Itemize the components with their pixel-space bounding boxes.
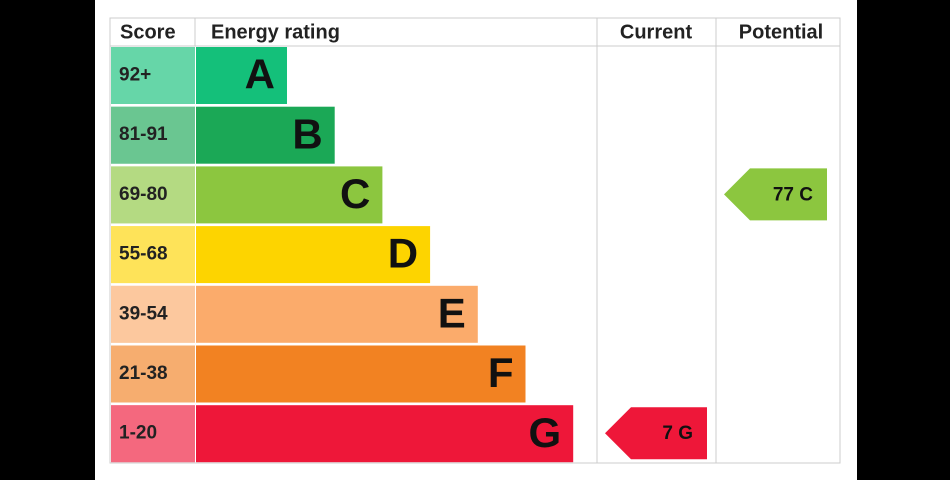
score-label: 55-68 — [119, 244, 168, 265]
score-cell — [111, 47, 195, 104]
score-tint — [111, 226, 195, 284]
score-cell — [111, 285, 195, 343]
score-cell — [111, 106, 195, 164]
header: Current — [620, 21, 693, 43]
score-label: 39-54 — [119, 303, 168, 324]
potential-arrow — [724, 168, 827, 221]
rating-letter: E — [438, 289, 466, 336]
rating-bar — [196, 285, 478, 343]
score-label: 21-38 — [119, 363, 168, 384]
rating-bar — [196, 166, 383, 224]
score-cell — [111, 405, 195, 463]
rating-letter: D — [388, 230, 418, 277]
rating-bar — [196, 226, 431, 284]
current-label: 7 G — [662, 423, 693, 444]
rating-bar — [196, 405, 574, 463]
header: Score — [120, 21, 176, 43]
score-tint — [111, 405, 195, 463]
score-label: 92+ — [119, 65, 151, 86]
score-tint — [111, 47, 195, 104]
rating-letter: F — [488, 349, 514, 396]
score-cell — [111, 166, 195, 224]
rating-letter: A — [245, 51, 275, 98]
rating-letter: G — [529, 409, 562, 456]
header: Energy rating — [211, 21, 340, 43]
score-label: 81-91 — [119, 124, 168, 145]
rating-letter: B — [292, 110, 322, 157]
score-cell — [111, 226, 195, 284]
rating-bar — [196, 47, 287, 104]
header: Potential — [739, 21, 823, 43]
score-tint — [111, 106, 195, 164]
score-tint — [111, 166, 195, 224]
current-arrow — [605, 407, 707, 460]
score-tint — [111, 345, 195, 403]
potential-label: 77 C — [773, 184, 813, 205]
score-label: 69-80 — [119, 184, 168, 205]
score-label: 1-20 — [119, 423, 157, 444]
rating-letter: C — [340, 170, 370, 217]
score-tint — [111, 285, 195, 343]
rating-bar — [196, 106, 335, 164]
rating-bar — [196, 345, 526, 403]
score-cell — [111, 345, 195, 403]
